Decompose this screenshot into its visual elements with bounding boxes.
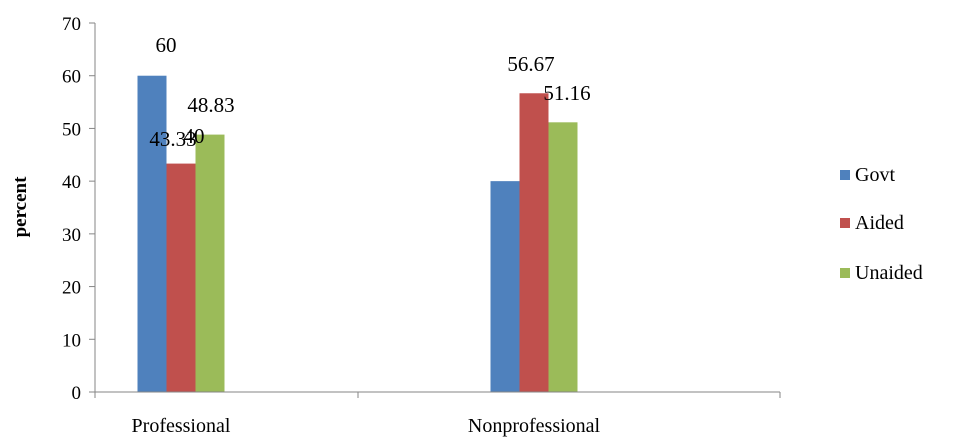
bar-unaided-professional (195, 134, 225, 393)
y-axis-title: percent (10, 176, 31, 238)
legend-label-govt: Govt (855, 164, 895, 186)
y-tick-label: 30 (62, 225, 81, 246)
legend-swatch-govt (840, 170, 850, 180)
x-category-label: Professional (132, 415, 231, 437)
y-tick-label: 50 (62, 119, 81, 140)
legend-swatch-aided (840, 218, 850, 228)
legend-swatch-unaided (840, 268, 850, 278)
data-label: 56.67 (507, 52, 554, 76)
data-label: 51.16 (543, 81, 590, 105)
legend-label-unaided: Unaided (855, 262, 923, 284)
data-label: 40 (184, 124, 205, 148)
bar-aided-professional (166, 163, 196, 392)
y-tick-label: 60 (62, 67, 81, 88)
legend-label-aided: Aided (855, 212, 904, 234)
bar-unaided-nonprofessional (548, 122, 578, 392)
bar-govt-nonprofessional (490, 181, 520, 392)
y-tick-label: 10 (62, 330, 81, 351)
y-tick-label: 20 (62, 278, 81, 299)
x-category-label: Nonprofessional (468, 415, 601, 437)
bar-govt-professional (137, 75, 167, 392)
data-label: 43.33 (149, 127, 196, 151)
data-label: 60 (156, 33, 177, 57)
y-tick-label: 0 (72, 383, 82, 404)
y-tick-label: 70 (62, 14, 81, 35)
y-tick-label: 40 (62, 172, 81, 193)
data-label: 48.83 (187, 93, 234, 117)
bar-aided-nonprofessional (519, 93, 549, 393)
